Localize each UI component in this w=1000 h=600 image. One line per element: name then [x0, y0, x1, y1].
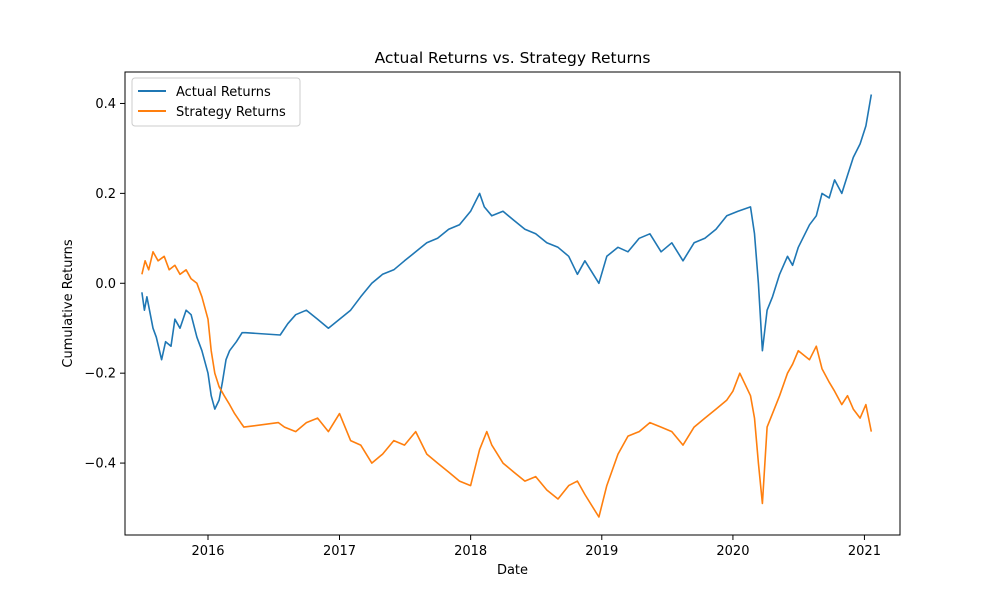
x-tick-label: 2019	[585, 544, 618, 559]
y-tick-label: −0.2	[84, 367, 116, 382]
x-tick-label: 2018	[454, 544, 487, 559]
y-tick-label: −0.4	[84, 457, 116, 472]
series-layer	[141, 94, 873, 518]
x-tick-label: 2021	[848, 544, 881, 559]
series-line-strategy-returns	[141, 251, 873, 518]
axes-frame	[124, 71, 901, 536]
legend: Actual Returns Strategy Returns	[131, 77, 301, 127]
series-line-actual-returns	[141, 94, 873, 410]
y-tick-label: 0.0	[95, 277, 116, 292]
chart-title: Actual Returns vs. Strategy Returns	[375, 49, 651, 67]
x-axis-label: Date	[497, 563, 528, 578]
x-tick-label: 2020	[716, 544, 749, 559]
legend-box	[131, 77, 301, 127]
legend-label-actual-returns: Actual Returns	[176, 85, 271, 100]
x-tick-label: 2017	[323, 544, 356, 559]
y-tick-label: 0.2	[95, 187, 116, 202]
y-axis: −0.4 −0.2 0.0 0.2 0.4	[84, 97, 125, 472]
y-axis-label: Cumulative Returns	[61, 239, 76, 367]
y-tick-label: 0.4	[95, 97, 116, 112]
legend-label-strategy-returns: Strategy Returns	[176, 105, 286, 120]
x-axis: 2016 2017 2018 2019 2020 2021	[191, 535, 881, 559]
plot-area	[125, 72, 900, 535]
x-tick-label: 2016	[191, 544, 224, 559]
